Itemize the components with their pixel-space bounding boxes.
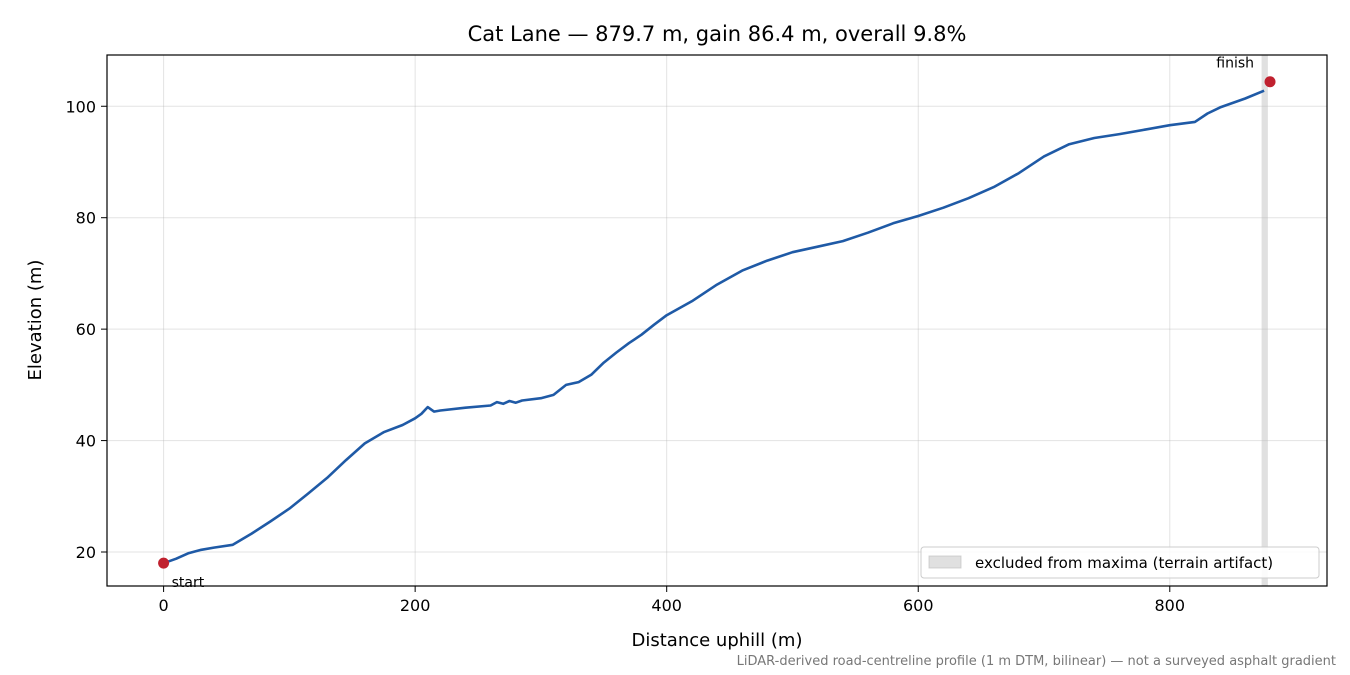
y-axis-label: Elevation (m) (25, 260, 46, 381)
y-tick-label: 20 (76, 543, 96, 562)
grid (107, 55, 1327, 586)
footnote: LiDAR-derived road-centreline profile (1… (737, 654, 1336, 669)
x-tick-label: 400 (651, 596, 682, 615)
start-label: start (172, 575, 205, 591)
x-axis-label: Distance uphill (m) (632, 630, 803, 651)
x-tick-label: 200 (400, 596, 431, 615)
y-axis: 20 40 60 80 100 (65, 97, 107, 562)
finish-label: finish (1216, 56, 1254, 72)
start-marker (158, 557, 170, 569)
y-tick-label: 80 (76, 209, 96, 228)
series-layer (163, 89, 1265, 565)
x-tick-label: 0 (159, 596, 169, 615)
y-tick-label: 40 (76, 432, 96, 451)
y-tick-label: 100 (65, 97, 96, 116)
plot-frame (106, 54, 1328, 587)
chart-title: Cat Lane — 879.7 m, gain 86.4 m, overall… (468, 22, 967, 46)
x-tick-label: 600 (903, 596, 934, 615)
x-tick-label: 800 (1155, 596, 1186, 615)
legend-label: excluded from maxima (terrain artifact) (975, 554, 1273, 572)
elevation-line (163, 89, 1265, 565)
points-layer: start finish (158, 56, 1276, 591)
legend: excluded from maxima (terrain artifact) (920, 546, 1320, 579)
finish-marker (1264, 76, 1276, 88)
legend-box (920, 546, 1320, 579)
x-axis: 0 200 400 600 800 (159, 586, 1186, 615)
legend-swatch (928, 555, 962, 569)
excluded-band (1261, 55, 1268, 586)
y-tick-label: 60 (76, 320, 96, 339)
